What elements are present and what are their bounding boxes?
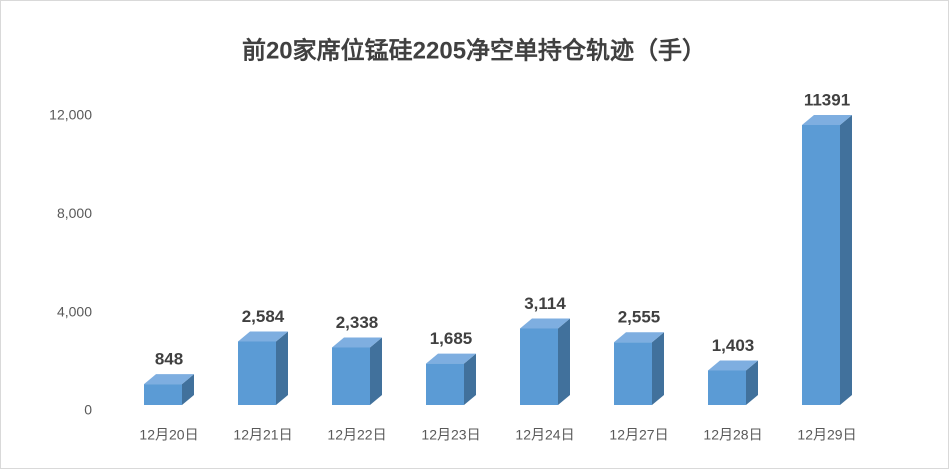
x-tick-label: 12月22日 bbox=[327, 427, 386, 443]
value-label: 11391 bbox=[804, 90, 850, 109]
value-label: 848 bbox=[155, 350, 183, 369]
bar bbox=[520, 318, 570, 405]
value-label: 2,555 bbox=[618, 308, 661, 327]
bar-top bbox=[520, 318, 570, 329]
x-tick-label: 12月23日 bbox=[421, 427, 480, 443]
bar-front bbox=[520, 328, 558, 405]
bar-side bbox=[746, 360, 758, 405]
bar-top bbox=[614, 332, 664, 343]
bar-side bbox=[464, 353, 476, 405]
x-tick-label: 12月20日 bbox=[139, 427, 198, 443]
bar-top bbox=[332, 337, 382, 348]
bar-side bbox=[182, 374, 194, 405]
x-tick-label: 12月24日 bbox=[515, 427, 574, 443]
bar-top bbox=[426, 353, 476, 364]
bar-front bbox=[144, 384, 182, 405]
bar bbox=[332, 337, 382, 405]
y-tick-label: 12,000 bbox=[49, 107, 92, 123]
y-tick-label: 4,000 bbox=[57, 303, 92, 319]
bar-side bbox=[840, 114, 852, 405]
y-tick-label: 0 bbox=[84, 402, 92, 418]
bar-front bbox=[802, 124, 840, 405]
bar-top bbox=[238, 331, 288, 342]
bar-top bbox=[708, 360, 758, 371]
y-tick-label: 8,000 bbox=[57, 205, 92, 221]
bar bbox=[708, 360, 758, 405]
value-label: 1,685 bbox=[430, 329, 473, 348]
chart-title: 前20家席位锰硅2205净空单持仓轨迹（手） bbox=[242, 36, 706, 64]
bar-top bbox=[144, 374, 194, 385]
bar-top bbox=[802, 114, 852, 125]
bar-side bbox=[276, 331, 288, 405]
bar-front bbox=[614, 342, 652, 405]
x-tick-label: 12月29日 bbox=[797, 427, 856, 443]
bar-front bbox=[332, 347, 370, 405]
bar-side bbox=[558, 318, 570, 405]
bar bbox=[238, 331, 288, 405]
bar bbox=[144, 374, 194, 405]
value-label: 2,584 bbox=[242, 307, 285, 326]
value-label: 3,114 bbox=[524, 294, 566, 313]
bar-front bbox=[238, 341, 276, 405]
value-label: 2,338 bbox=[336, 313, 379, 332]
value-label: 1,403 bbox=[712, 336, 755, 355]
x-tick-label: 12月27日 bbox=[609, 427, 668, 443]
bar bbox=[614, 332, 664, 405]
x-tick-label: 12月21日 bbox=[233, 427, 292, 443]
bar-front bbox=[426, 363, 464, 405]
bar-side bbox=[652, 332, 664, 405]
bar bbox=[802, 114, 852, 405]
bar-side bbox=[370, 337, 382, 405]
bar-front bbox=[708, 370, 746, 405]
x-tick-label: 12月28日 bbox=[703, 427, 762, 443]
bar bbox=[426, 353, 476, 405]
